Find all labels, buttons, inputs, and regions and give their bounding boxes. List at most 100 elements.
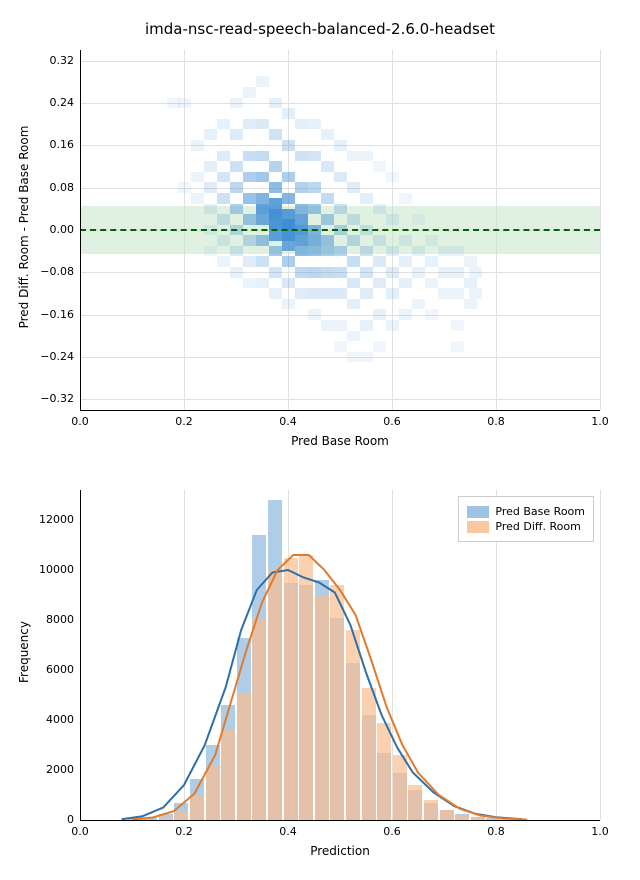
x-tick: 1.0 [585, 825, 615, 838]
heat-cell [256, 204, 269, 215]
heat-cell [204, 129, 217, 140]
heat-cell [308, 288, 321, 299]
heat-cell [243, 235, 256, 246]
heat-cell [282, 299, 295, 310]
x-tick: 0.0 [65, 825, 95, 838]
legend: Pred Base RoomPred Diff. Room [458, 496, 594, 542]
x-tick: 0.2 [169, 415, 199, 428]
heat-cell [373, 204, 386, 215]
heat-cell [269, 98, 282, 109]
y-axis [80, 50, 81, 410]
heat-cell [469, 267, 482, 278]
heat-cell [334, 140, 347, 151]
heat-cell [204, 161, 217, 172]
heat-cell [178, 182, 191, 193]
heat-cell [347, 352, 360, 363]
kde-line [122, 570, 522, 819]
x-tick: 0.6 [377, 415, 407, 428]
x-tick: 0.4 [273, 825, 303, 838]
heat-cell [282, 172, 295, 183]
heat-cell [243, 119, 256, 130]
y-label: Pred Diff. Room - Pred Base Room [17, 47, 31, 407]
heat-cell [334, 204, 347, 215]
heat-cell [230, 246, 243, 257]
heat-cell [217, 214, 230, 225]
y-tick: 0.16 [28, 138, 74, 151]
heat-cell [243, 214, 256, 225]
heat-cell [269, 288, 282, 299]
y-tick: 0 [28, 813, 74, 826]
heat-cell [347, 256, 360, 267]
x-label: Pred Base Room [80, 434, 600, 448]
heat-cell [464, 278, 477, 289]
x-tick: 0.8 [481, 415, 511, 428]
heat-cell [295, 235, 308, 246]
x-label: Prediction [80, 844, 600, 858]
heat-cell [204, 246, 217, 257]
y-tick: 0.24 [28, 96, 74, 109]
heat-cell [399, 193, 412, 204]
heat-cell [256, 214, 269, 225]
grid-h [80, 315, 600, 316]
heat-cell [360, 151, 373, 162]
heat-cell [373, 341, 386, 352]
heat-cell [347, 299, 360, 310]
heat-cell [217, 256, 230, 267]
heat-cell [308, 182, 321, 193]
heat-cell [282, 241, 295, 252]
heat-cell [269, 209, 282, 220]
heat-cell [386, 267, 399, 278]
kde-line [132, 555, 527, 820]
heat-cell [360, 267, 373, 278]
y-tick: −0.24 [28, 350, 74, 363]
heat-cell [412, 267, 425, 278]
y-tick: 10000 [28, 563, 74, 576]
heat-cell [412, 299, 425, 310]
y-tick: 8000 [28, 613, 74, 626]
heat-cell [191, 172, 204, 183]
heat-cell [269, 129, 282, 140]
heat-cell [360, 246, 373, 257]
heat-cell [373, 256, 386, 267]
heat-cell [269, 246, 282, 257]
heat-cell [282, 256, 295, 267]
y-tick: 4000 [28, 713, 74, 726]
heat-cell [425, 235, 438, 246]
heat-cell [256, 278, 269, 289]
y-label: Frequency [17, 487, 31, 817]
heat-cell [451, 267, 464, 278]
heat-cell [451, 288, 464, 299]
grid-h [80, 399, 600, 400]
heat-cell [321, 161, 334, 172]
heat-cell [399, 278, 412, 289]
heat-cell [412, 246, 425, 257]
heat-cell [282, 140, 295, 151]
heat-cell [321, 288, 334, 299]
x-axis [80, 820, 600, 821]
x-tick: 0.2 [169, 825, 199, 838]
heat-cell [230, 267, 243, 278]
heat-cell [308, 246, 321, 257]
heat-cell [347, 278, 360, 289]
heat-cell [282, 108, 295, 119]
legend-text: Pred Diff. Room [495, 520, 580, 533]
heat-cell [386, 246, 399, 257]
heat-cell [373, 278, 386, 289]
x-tick: 0.6 [377, 825, 407, 838]
heat-cell [256, 151, 269, 162]
heat-cell [373, 161, 386, 172]
heat-cell [438, 246, 451, 257]
heat-cell [282, 209, 295, 220]
zero-line [80, 229, 600, 231]
heat-cell [425, 278, 438, 289]
heat-cell [308, 151, 321, 162]
heat-cell [230, 161, 243, 172]
heat-cell [217, 151, 230, 162]
y-tick: 12000 [28, 513, 74, 526]
x-axis [80, 410, 600, 411]
heat-cell [217, 193, 230, 204]
grid-v [600, 490, 601, 820]
heat-cell [386, 214, 399, 225]
heat-cell [360, 352, 373, 363]
heat-cell [412, 214, 425, 225]
